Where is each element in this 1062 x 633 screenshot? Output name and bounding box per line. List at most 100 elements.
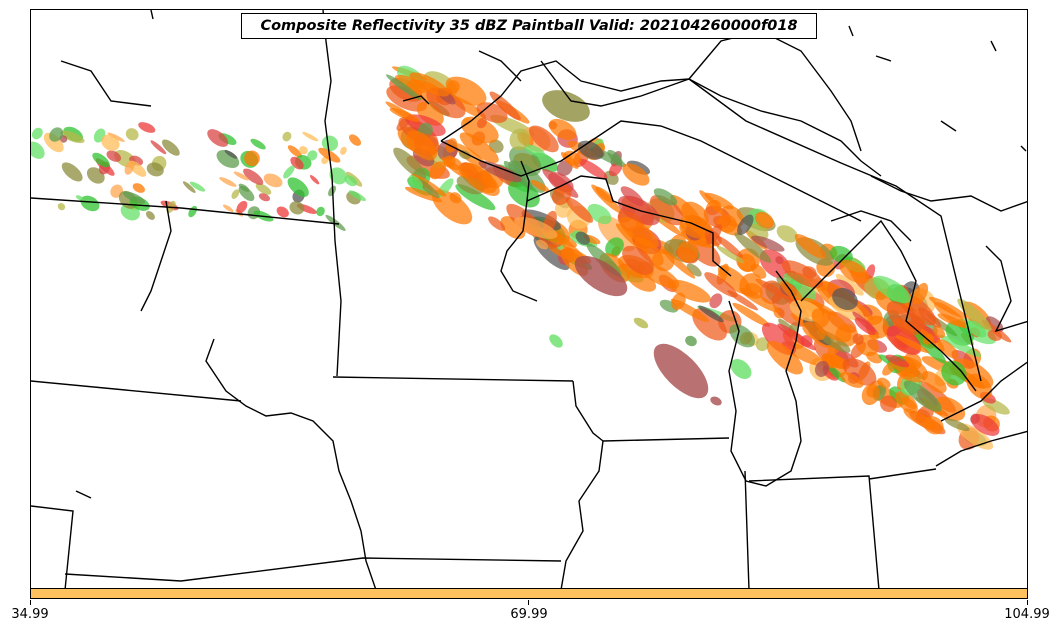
reflectivity-blob bbox=[223, 204, 234, 212]
reflectivity-blob bbox=[49, 127, 64, 142]
lake-erie bbox=[935, 430, 1027, 467]
reflectivity-blob bbox=[449, 192, 462, 204]
reflectivity-blob bbox=[123, 191, 146, 204]
reflectivity-blob bbox=[633, 317, 649, 329]
reflectivity-blob bbox=[31, 127, 43, 140]
reflectivity-blob bbox=[299, 146, 308, 155]
reflectivity-blob bbox=[309, 175, 320, 185]
reflectivity-blob bbox=[255, 183, 272, 195]
reflectivity-blob bbox=[620, 186, 644, 207]
reflectivity-blob bbox=[912, 330, 947, 364]
shore bbox=[1020, 145, 1027, 152]
reflectivity-blob bbox=[31, 141, 45, 159]
reflectivity-blob bbox=[737, 253, 756, 272]
reflectivity-blob bbox=[965, 320, 987, 338]
state-border bbox=[748, 475, 880, 588]
state-border bbox=[31, 380, 242, 402]
reflectivity-blob bbox=[880, 395, 897, 413]
reflectivity-blob bbox=[548, 118, 577, 141]
reflectivity-blob bbox=[188, 205, 198, 218]
state-border bbox=[332, 376, 574, 382]
reflectivity-blob bbox=[458, 150, 471, 160]
colorbar-tick-label-min: 34.99 bbox=[11, 607, 49, 622]
reflectivity-blob bbox=[685, 335, 697, 347]
reflectivity-blob bbox=[626, 269, 657, 292]
reflectivity-blob bbox=[216, 149, 240, 169]
reflectivity-blob bbox=[393, 147, 427, 180]
state-border bbox=[322, 10, 342, 377]
reflectivity-blob bbox=[970, 413, 1000, 436]
reflectivity-blob bbox=[60, 130, 85, 144]
reflectivity-blob bbox=[287, 177, 309, 197]
colorbar-tick bbox=[30, 600, 31, 605]
reflectivity-blob bbox=[677, 241, 699, 263]
reflectivity-blob bbox=[811, 308, 852, 343]
reflectivity-blob bbox=[918, 307, 942, 328]
reflectivity-blob bbox=[941, 360, 967, 386]
reflectivity-blob bbox=[236, 200, 248, 214]
lake-superior bbox=[440, 60, 882, 177]
reflectivity-blob bbox=[734, 232, 772, 263]
state-border bbox=[744, 470, 750, 588]
reflectivity-blob bbox=[595, 186, 615, 203]
reflectivity-blob bbox=[132, 183, 145, 193]
reflectivity-blob bbox=[710, 396, 722, 406]
reflectivity-blob bbox=[605, 237, 624, 257]
colorbar-tick-label-max: 104.99 bbox=[1004, 607, 1050, 622]
reflectivity-blob bbox=[321, 135, 339, 152]
reflectivity-blob bbox=[755, 337, 770, 352]
reflectivity-blob bbox=[302, 131, 319, 142]
map-panel bbox=[30, 9, 1028, 589]
reflectivity-blob bbox=[441, 157, 469, 179]
reflectivity-blob bbox=[224, 149, 238, 159]
reflectivity-blob bbox=[243, 168, 264, 185]
reflectivity-blob bbox=[250, 138, 266, 150]
reflectivity-blob bbox=[727, 290, 759, 311]
reflectivity-blob bbox=[619, 216, 659, 249]
reflectivity-blob bbox=[445, 76, 487, 106]
reflectivity-blob bbox=[814, 360, 830, 377]
reflectivity-blob bbox=[737, 214, 754, 236]
reflectivity-blob bbox=[189, 181, 206, 192]
reflectivity-blob bbox=[839, 372, 864, 388]
reflectivity-blob bbox=[552, 230, 587, 264]
boundaries-layer bbox=[31, 10, 1027, 588]
reflectivity-blob bbox=[549, 334, 563, 348]
reflectivity-blob bbox=[514, 216, 558, 239]
reflectivity-blob bbox=[509, 128, 531, 151]
reflectivity-blob bbox=[161, 139, 180, 156]
reflectivity-blob bbox=[282, 131, 292, 142]
reflectivity-blob bbox=[653, 343, 709, 399]
reflectivity-blob bbox=[861, 383, 880, 406]
reflectivity-blob bbox=[597, 215, 636, 252]
shore bbox=[990, 40, 997, 52]
reflectivity-blob bbox=[150, 140, 167, 155]
reflectivity-blob bbox=[461, 116, 499, 144]
reflectivity-blob bbox=[698, 305, 724, 323]
shore bbox=[75, 490, 92, 499]
reflectivity-blob bbox=[895, 391, 918, 414]
river bbox=[140, 200, 172, 312]
reflectivity-blob bbox=[535, 239, 549, 250]
reflectivity-blob bbox=[873, 275, 911, 304]
reflectivity-blob bbox=[283, 165, 295, 179]
shore bbox=[688, 30, 862, 152]
intl-border bbox=[31, 197, 340, 225]
reflectivity-blob bbox=[854, 317, 876, 336]
reflectivity-blob bbox=[445, 138, 458, 153]
state-border bbox=[31, 505, 74, 588]
reflectivity-blob bbox=[426, 87, 466, 119]
reflectivity-blob bbox=[145, 211, 155, 220]
state-border bbox=[868, 468, 937, 480]
reflectivity-blob bbox=[912, 282, 929, 305]
reflectivity-blob bbox=[944, 418, 970, 431]
intl-border bbox=[688, 78, 982, 382]
reflectivity-blob bbox=[529, 125, 559, 153]
reflectivity-blob bbox=[929, 296, 968, 319]
shore bbox=[848, 25, 854, 37]
reflectivity-blob bbox=[563, 150, 582, 166]
colorbar bbox=[30, 588, 1028, 599]
reflectivity-blob bbox=[101, 134, 120, 151]
reflectivity-blob bbox=[409, 174, 423, 189]
reflectivity-blob bbox=[653, 188, 678, 206]
